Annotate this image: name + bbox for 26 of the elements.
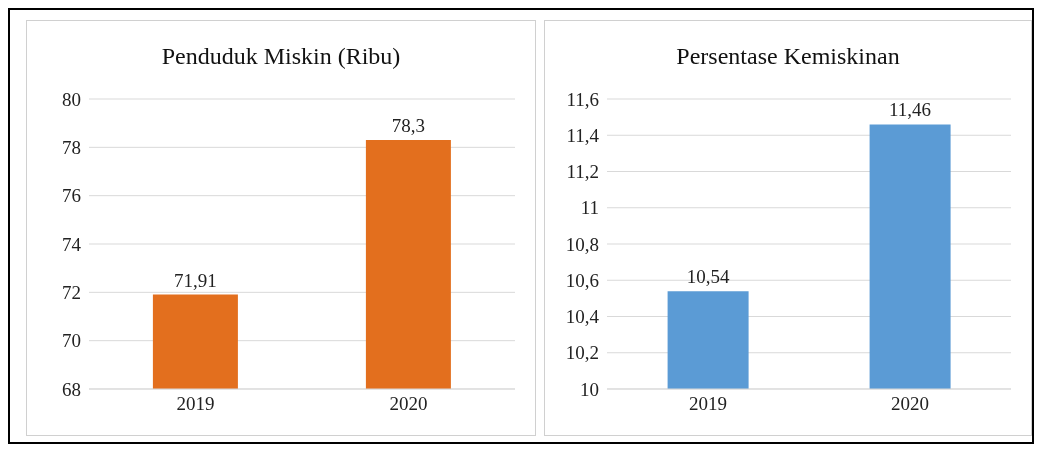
y-tick-label: 11,2 — [566, 161, 599, 183]
x-tick-label: 2020 — [389, 393, 428, 415]
x-tick-label: 2019 — [176, 393, 215, 415]
chart-title: Penduduk Miskin (Ribu) — [160, 43, 402, 71]
y-tick-label: 68 — [62, 378, 81, 400]
y-tick-label: 10 — [580, 378, 599, 400]
y-tick-label: 80 — [62, 88, 81, 110]
y-tick-label: 78 — [62, 137, 81, 159]
y-tick-label: 11 — [580, 197, 599, 219]
y-tick-label: 11,4 — [566, 124, 600, 146]
y-tick-label: 76 — [62, 185, 81, 207]
y-tick-label: 10,4 — [565, 306, 600, 328]
data-label: 78,3 — [391, 115, 426, 137]
y-tick-label: 10,6 — [565, 269, 599, 291]
y-tick-label: 74 — [62, 233, 82, 255]
y-tick-label: 72 — [62, 282, 81, 304]
data-label: 71,91 — [174, 269, 217, 291]
chart-title: Persentase Kemiskinan — [675, 43, 901, 71]
y-tick-label: 10,8 — [565, 233, 599, 255]
y-tick-label: 10,2 — [565, 342, 599, 364]
x-tick-label: 2020 — [891, 393, 929, 415]
y-tick-label: 70 — [62, 330, 81, 352]
y-tick-label: 11,6 — [566, 88, 599, 110]
data-label: 10,54 — [686, 266, 730, 288]
x-tick-label: 2019 — [689, 393, 727, 415]
data-label: 11,46 — [889, 99, 932, 121]
